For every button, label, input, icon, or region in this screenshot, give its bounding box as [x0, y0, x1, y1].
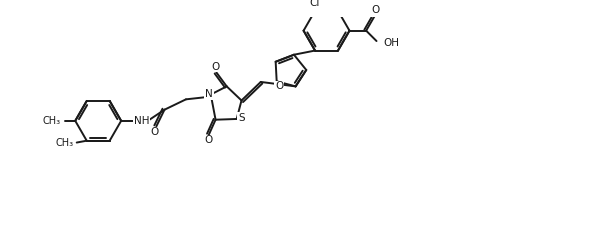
Text: NH: NH [134, 116, 149, 126]
Text: O: O [371, 5, 379, 15]
Text: N: N [205, 89, 213, 99]
Text: CH₃: CH₃ [43, 116, 61, 126]
Text: O: O [211, 62, 220, 72]
Text: Cl: Cl [309, 0, 319, 8]
Text: O: O [151, 127, 158, 137]
Text: O: O [205, 135, 213, 145]
Text: O: O [275, 82, 283, 91]
Text: CH₃: CH₃ [55, 138, 73, 148]
Text: S: S [238, 113, 245, 123]
Text: OH: OH [383, 38, 399, 48]
